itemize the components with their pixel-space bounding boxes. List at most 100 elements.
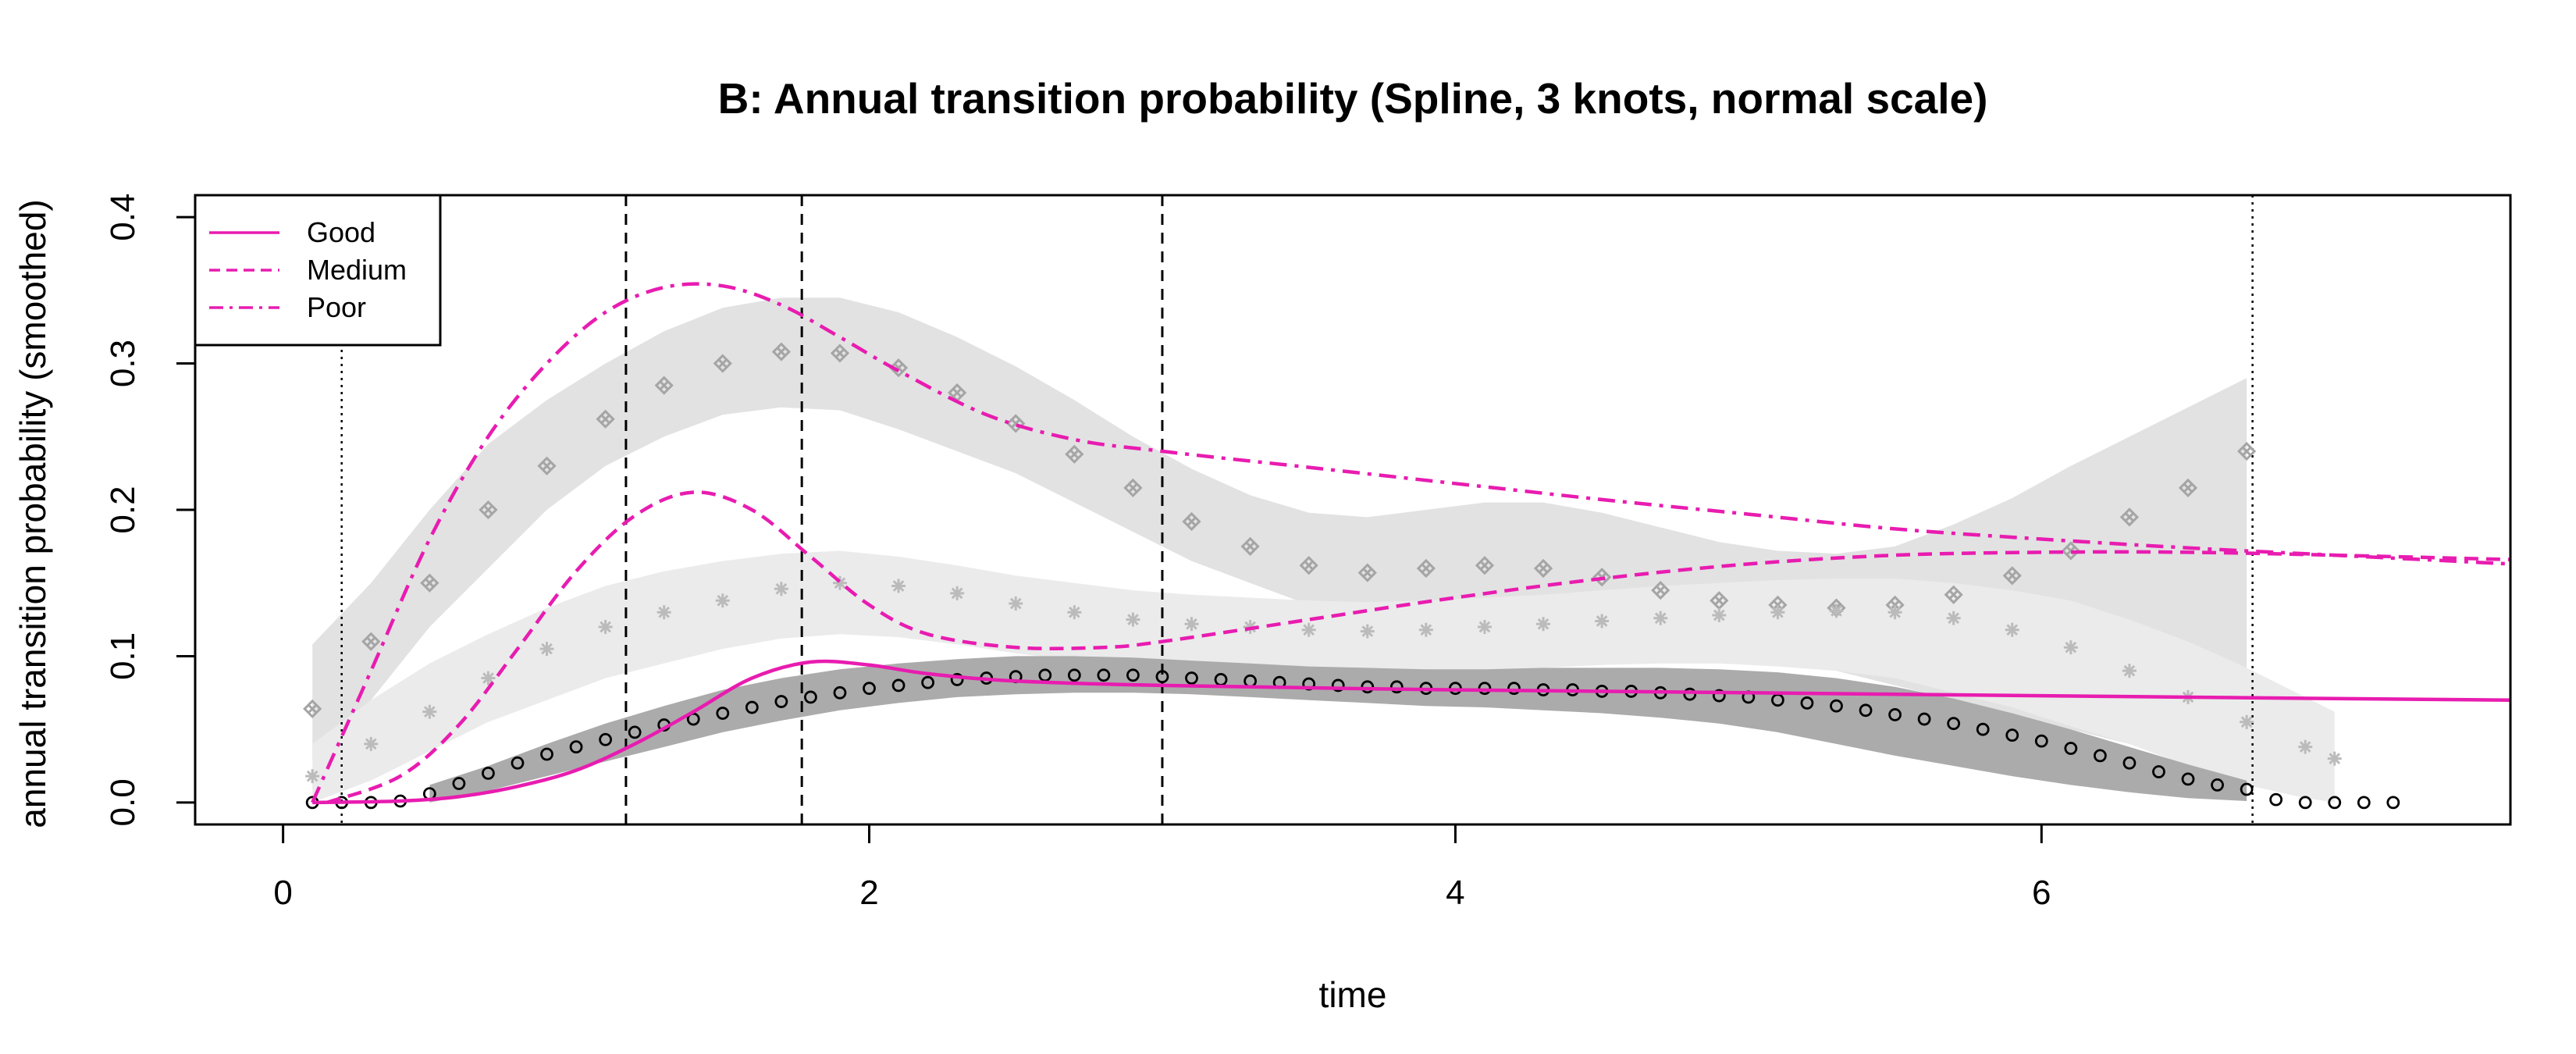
- point-poor: [2002, 566, 2022, 586]
- observed-medium: [305, 575, 2342, 784]
- point-good: [833, 685, 847, 700]
- diamond-cross: [2183, 482, 2194, 493]
- point-good: [599, 732, 613, 746]
- diamond-cross: [717, 358, 728, 369]
- point-good: [950, 673, 964, 686]
- diamond-cross: [1421, 563, 1431, 574]
- diamond-cross: [1128, 482, 1138, 493]
- point-good: [569, 740, 583, 754]
- point-medium: [656, 605, 671, 620]
- diamond: [596, 409, 615, 429]
- point-good: [891, 678, 906, 693]
- asterisk-stroke: [1596, 615, 1608, 627]
- point-good: [1830, 699, 1843, 713]
- diamond: [1651, 580, 1670, 600]
- diamond: [479, 500, 498, 520]
- point-poor: [479, 500, 498, 520]
- legend-label-good: Good: [307, 216, 375, 248]
- point-poor: [1357, 563, 1377, 582]
- point-medium: [1418, 622, 1433, 637]
- model-lines: [311, 282, 2510, 805]
- point-poor: [1651, 580, 1670, 600]
- y-tick-label: 0.3: [104, 340, 142, 387]
- y-axis: 0.0 0.1 0.2 0.3 0.4: [104, 194, 197, 826]
- point-good: [1947, 717, 1961, 731]
- point-poor: [537, 456, 557, 475]
- point-good: [774, 695, 788, 708]
- point-medium: [1770, 605, 1785, 620]
- diamond-cross: [1069, 449, 1080, 459]
- series-line-good: [312, 659, 2510, 805]
- point-poor: [1299, 556, 1318, 575]
- diamond-cross: [2124, 512, 2134, 522]
- point-good: [804, 690, 817, 704]
- y-tick-label: 0.4: [104, 194, 142, 241]
- diamond-cross: [952, 387, 962, 398]
- point-poor: [2119, 507, 2140, 527]
- point-good: [1185, 671, 1198, 685]
- asterisk-stroke: [1948, 612, 1960, 625]
- point-medium: [2063, 640, 2078, 655]
- diamond: [888, 358, 909, 378]
- point-medium: [1653, 611, 1668, 625]
- point-good: [1859, 703, 1873, 718]
- point-poor: [1944, 585, 1963, 604]
- asterisk-stroke: [1009, 597, 1022, 610]
- x-tick-label: 4: [1446, 874, 1464, 912]
- point-medium: [305, 769, 320, 784]
- x-axis-label: time: [1319, 974, 1387, 1015]
- asterisk-stroke: [482, 672, 494, 684]
- diamond-cross: [834, 348, 845, 358]
- point-medium: [950, 586, 965, 600]
- diamond: [361, 632, 381, 651]
- point-good: [2328, 796, 2342, 810]
- band-medium: [312, 550, 2335, 803]
- point-medium: [891, 579, 906, 593]
- point-good: [2357, 796, 2371, 810]
- diamond: [2178, 478, 2198, 498]
- diamond: [1592, 568, 1612, 587]
- asterisk-stroke: [1831, 604, 1842, 617]
- y-tick-label: 0.0: [104, 778, 142, 826]
- point-good: [716, 707, 730, 720]
- diamond: [1944, 585, 1963, 604]
- point-medium: [1829, 604, 1844, 618]
- chart-title: B: Annual transition probability (Spline…: [718, 74, 1988, 123]
- diamond-cross: [1538, 563, 1549, 574]
- asterisk-stroke: [951, 587, 963, 600]
- asterisk-stroke: [541, 643, 553, 655]
- point-good: [1976, 722, 1990, 736]
- diamond-cross: [542, 461, 552, 471]
- point-good: [1683, 687, 1697, 701]
- point-good: [1917, 712, 1931, 726]
- diamond: [1475, 556, 1495, 575]
- diamond-cross: [483, 504, 493, 515]
- diamond-cross: [2065, 546, 2076, 556]
- point-good: [628, 725, 642, 739]
- asterisk-stroke: [1186, 618, 1197, 630]
- point-poor: [303, 699, 322, 719]
- point-poor: [1475, 556, 1495, 575]
- diamond-cross: [2242, 446, 2252, 457]
- point-good: [2064, 742, 2078, 755]
- point-good: [2122, 756, 2137, 770]
- asterisk-stroke: [2329, 753, 2341, 765]
- point-good: [482, 766, 495, 780]
- diamond: [1123, 478, 1143, 498]
- observed-points: [303, 342, 2400, 810]
- diamond-cross: [659, 380, 669, 390]
- point-good: [1800, 696, 1814, 710]
- point-medium: [1477, 619, 1492, 634]
- point-good: [2181, 772, 2195, 786]
- diamond-cross: [1656, 586, 1666, 596]
- point-good: [1507, 682, 1521, 696]
- asterisk-stroke: [1654, 612, 1667, 625]
- diamond-cross: [425, 578, 435, 588]
- point-medium: [2298, 739, 2313, 754]
- point-poor: [830, 344, 850, 363]
- point-poor: [361, 632, 381, 651]
- point-medium: [715, 593, 730, 608]
- series-line-medium: [326, 490, 2510, 805]
- point-medium: [2327, 751, 2342, 766]
